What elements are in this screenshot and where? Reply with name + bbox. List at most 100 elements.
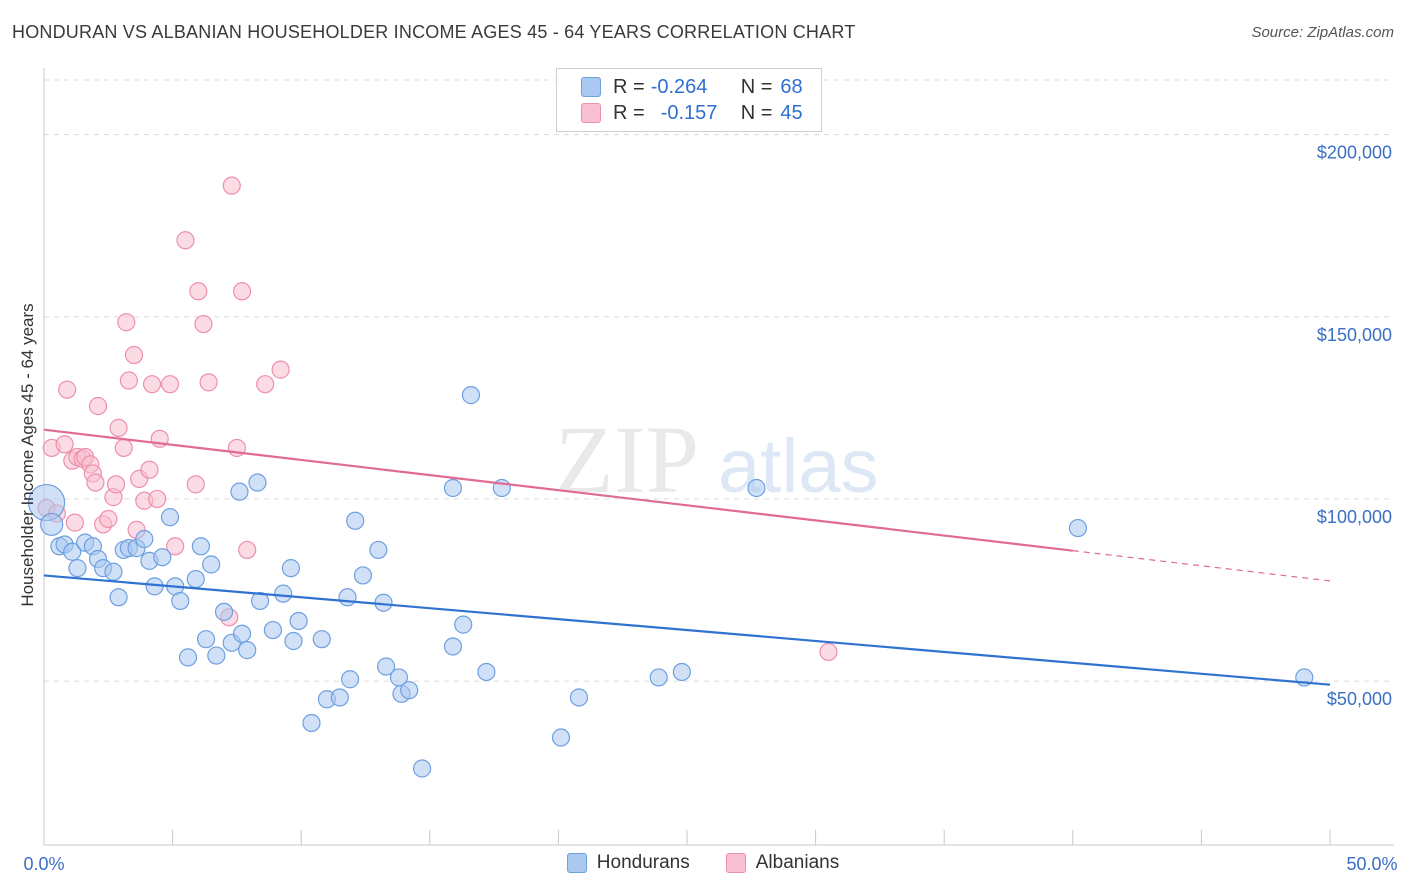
hondurans-point[interactable] [330,688,349,707]
hondurans-point[interactable] [340,670,360,689]
legend-item-albanians[interactable]: Albanians [725,852,840,874]
hondurans-point[interactable] [400,681,419,700]
albanians-trend-line [43,428,1073,552]
hondurans-point[interactable] [443,637,463,656]
y-tick-label: $50,000 [1327,689,1392,709]
legend-swatch-hondurans [566,853,587,873]
hondurans-point[interactable] [312,630,331,649]
albanians-point[interactable] [189,282,208,301]
hondurans-point[interactable] [274,584,293,603]
albanians-point[interactable] [186,475,205,494]
albanians-point[interactable] [88,396,108,416]
albanians-point[interactable] [148,489,167,509]
hondurans-point[interactable] [263,620,283,640]
albanians-point[interactable] [222,176,241,195]
hondurans-point[interactable] [369,540,388,560]
albanians-point[interactable] [124,345,144,365]
hondurans-point[interactable] [569,688,589,707]
y-tick-label: $100,000 [1317,507,1392,527]
albanians-point[interactable] [140,460,159,479]
legend-row-hondurans: R = -0.264 N = 68 [581,75,803,99]
albanians-point[interactable] [199,373,218,392]
hondurans-point[interactable] [191,537,210,556]
albanians-point[interactable] [271,360,290,379]
albanians-point[interactable] [238,540,257,560]
hondurans-point[interactable] [376,657,396,676]
albanians-point[interactable] [99,509,118,529]
hondurans-point[interactable] [461,386,481,405]
legend-r-label: R = [613,101,645,124]
legend-label-albanians: Albanians [755,852,840,873]
hondurans-point[interactable] [196,630,216,649]
hondurans-point[interactable] [346,511,365,530]
hondurans-point[interactable] [135,529,154,549]
legend-r-value: -0.264 [650,75,708,98]
hondurans-point[interactable] [248,473,267,492]
axes [43,68,1394,846]
albanians-point[interactable] [194,314,213,334]
watermark-zip: ZIP [555,406,699,513]
hondurans-point[interactable] [454,615,473,634]
hondurans-point[interactable] [281,559,301,578]
albanians-point[interactable] [232,282,252,301]
x-tick-label: 0.0% [23,854,64,874]
albanians-point[interactable] [117,313,136,332]
albanians-point[interactable] [819,642,838,662]
hondurans-point[interactable] [153,548,172,567]
hondurans-point[interactable] [302,713,321,733]
hondurans-point[interactable] [289,611,308,631]
legend-n-label: N = [740,75,773,98]
hondurans-point[interactable] [649,668,668,687]
hondurans-point[interactable] [1068,518,1088,538]
albanians-point[interactable] [86,473,105,492]
legend-n-value: 45 [780,101,803,124]
y-tick-label: $200,000 [1317,143,1392,163]
hondurans-point[interactable] [672,662,691,682]
hondurans-point[interactable] [230,482,249,501]
hondurans-point[interactable] [186,569,205,589]
albanians-point[interactable] [166,537,185,556]
hondurans-point[interactable] [551,728,571,747]
hondurans-point[interactable] [443,478,463,498]
albanians-point[interactable] [114,438,133,458]
hondurans-point[interactable] [160,508,180,527]
hondurans-point[interactable] [109,588,128,607]
trend-lines [43,428,1331,686]
albanians-point[interactable] [109,418,128,437]
albanians-point[interactable] [58,380,77,399]
source-label: Source: ZipAtlas.com [1251,24,1394,41]
albanians-point[interactable] [65,513,84,532]
hondurans-point[interactable] [747,478,766,498]
hondurans-point[interactable] [40,512,64,537]
albanians-point[interactable] [160,375,180,394]
hondurans-point[interactable] [202,555,221,574]
albanians-point[interactable] [176,231,195,250]
hondurans-point[interactable] [68,559,87,578]
y-tick-label: $150,000 [1317,325,1392,345]
albanians-point[interactable] [55,435,74,454]
hondurans-point[interactable] [63,542,82,561]
hondurans-point[interactable] [104,562,123,581]
hondurans-point[interactable] [477,662,496,682]
hondurans-point[interactable] [250,591,270,611]
legend-swatch-blue [581,77,601,97]
stats-legend: R = -0.264 N = 68 R = -0.157 N = 45 [556,68,822,132]
albanians-point[interactable] [119,371,138,390]
hondurans-point[interactable] [207,646,226,665]
legend-n-label: N = [740,101,773,124]
hondurans-point[interactable] [412,759,432,778]
legend-row-albanians: R = -0.157 N = 45 [581,101,803,125]
hondurans-point[interactable] [353,566,373,585]
albanians-point[interactable] [106,475,126,494]
albanians-point[interactable] [256,375,275,394]
legend-item-hondurans[interactable]: Hondurans [566,852,690,874]
legend-swatch-albanians [725,853,746,873]
hondurans-point[interactable] [338,588,357,607]
hondurans-point[interactable] [284,631,303,651]
hondurans-point[interactable] [178,648,198,667]
hondurans-point[interactable] [171,591,190,611]
hondurans-point[interactable] [214,602,234,621]
albanians-point[interactable] [142,375,162,394]
hondurans-point[interactable] [232,624,252,643]
hondurans-point[interactable] [238,641,257,660]
